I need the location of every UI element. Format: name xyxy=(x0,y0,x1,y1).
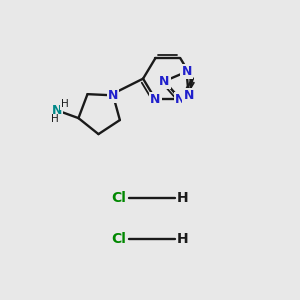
Text: H: H xyxy=(177,232,188,246)
Text: N: N xyxy=(182,65,192,78)
Text: N: N xyxy=(52,104,62,117)
Text: N: N xyxy=(184,89,194,102)
Text: H: H xyxy=(177,190,188,205)
Text: H: H xyxy=(61,99,68,109)
Text: N: N xyxy=(108,89,118,102)
Text: N: N xyxy=(150,93,161,106)
Text: Cl: Cl xyxy=(111,232,126,246)
Text: N: N xyxy=(159,75,170,88)
Text: H: H xyxy=(51,114,58,124)
Text: Cl: Cl xyxy=(111,190,126,205)
Text: N: N xyxy=(175,93,185,106)
